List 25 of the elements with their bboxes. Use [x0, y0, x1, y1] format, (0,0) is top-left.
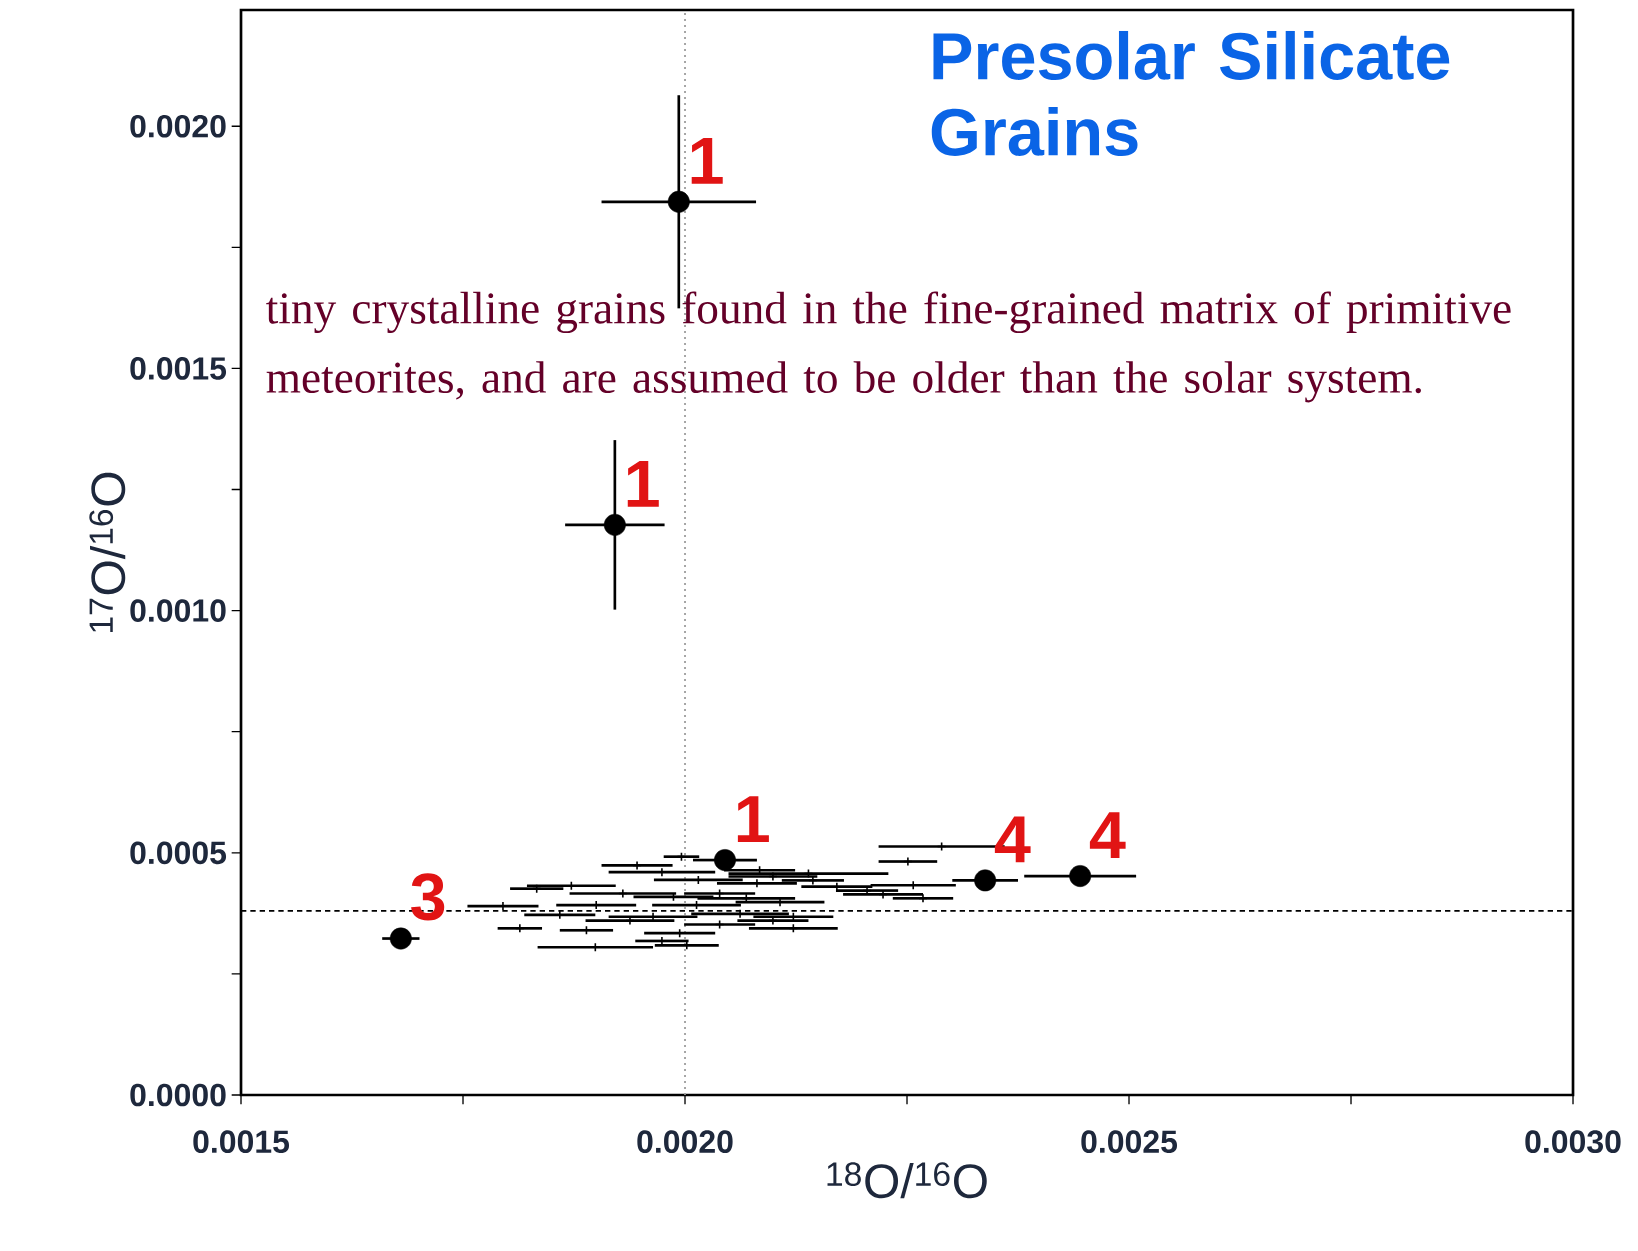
y-tick-label: 0.0000: [130, 1083, 226, 1107]
y-tick-label: 0.0010: [130, 599, 226, 622]
x-tick-label: 0.0025: [1081, 1130, 1178, 1154]
y-tick-label: 0.0020: [130, 114, 226, 138]
y-tick-label: 0.0015: [130, 357, 227, 380]
annotation: 4: [1089, 812, 1126, 858]
point: [389, 927, 412, 950]
annotation: 3: [411, 873, 445, 921]
annotation: 1: [627, 460, 659, 507]
x-tick-label: 0.0015: [193, 1130, 290, 1154]
point: [1069, 865, 1092, 887]
y-axis-title: $^{17}$O/$^{16}$O: [89, 472, 126, 632]
annotation: 4: [994, 816, 1031, 863]
annotation: tiny crystalline grains found in the fine-grained matrix of primitive meteorites, and are assumed to be older than the solar system.: [266, 291, 1511, 403]
point: [603, 513, 626, 536]
y-tick-label: 0.0005: [130, 841, 227, 865]
point: [974, 869, 997, 892]
x-tick-label: 0.0030: [1525, 1130, 1621, 1154]
annotation: 1: [691, 137, 723, 184]
point: [714, 849, 736, 871]
annotation: 1: [737, 796, 769, 843]
point: [667, 190, 690, 213]
text: Presolar Silicate Grains: [931, 30, 1450, 156]
x-tick-label: 0.0020: [637, 1130, 733, 1154]
x-axis-title: $^{18}$O/$^{16}$O: [827, 1162, 987, 1199]
